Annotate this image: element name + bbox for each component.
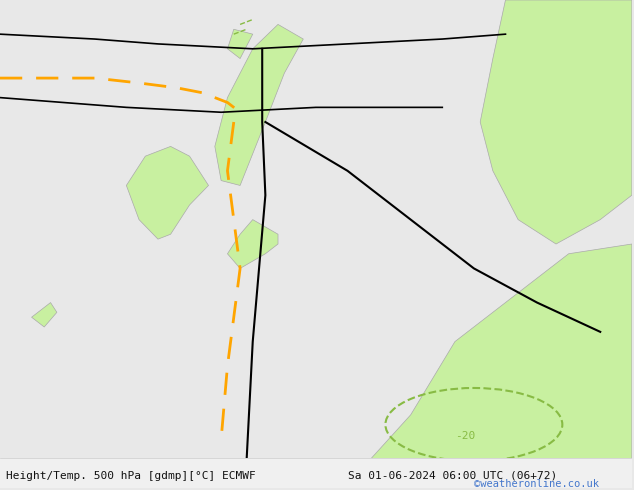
Bar — [0, 458, 632, 490]
Text: -20: -20 — [455, 431, 475, 441]
Text: ©weatheronline.co.uk: ©weatheronline.co.uk — [474, 479, 599, 489]
Text: Height/Temp. 500 hPa [gdmp][°C] ECMWF: Height/Temp. 500 hPa [gdmp][°C] ECMWF — [6, 471, 256, 481]
Text: Sa 01-06-2024 06:00 UTC (06+72): Sa 01-06-2024 06:00 UTC (06+72) — [347, 471, 557, 481]
